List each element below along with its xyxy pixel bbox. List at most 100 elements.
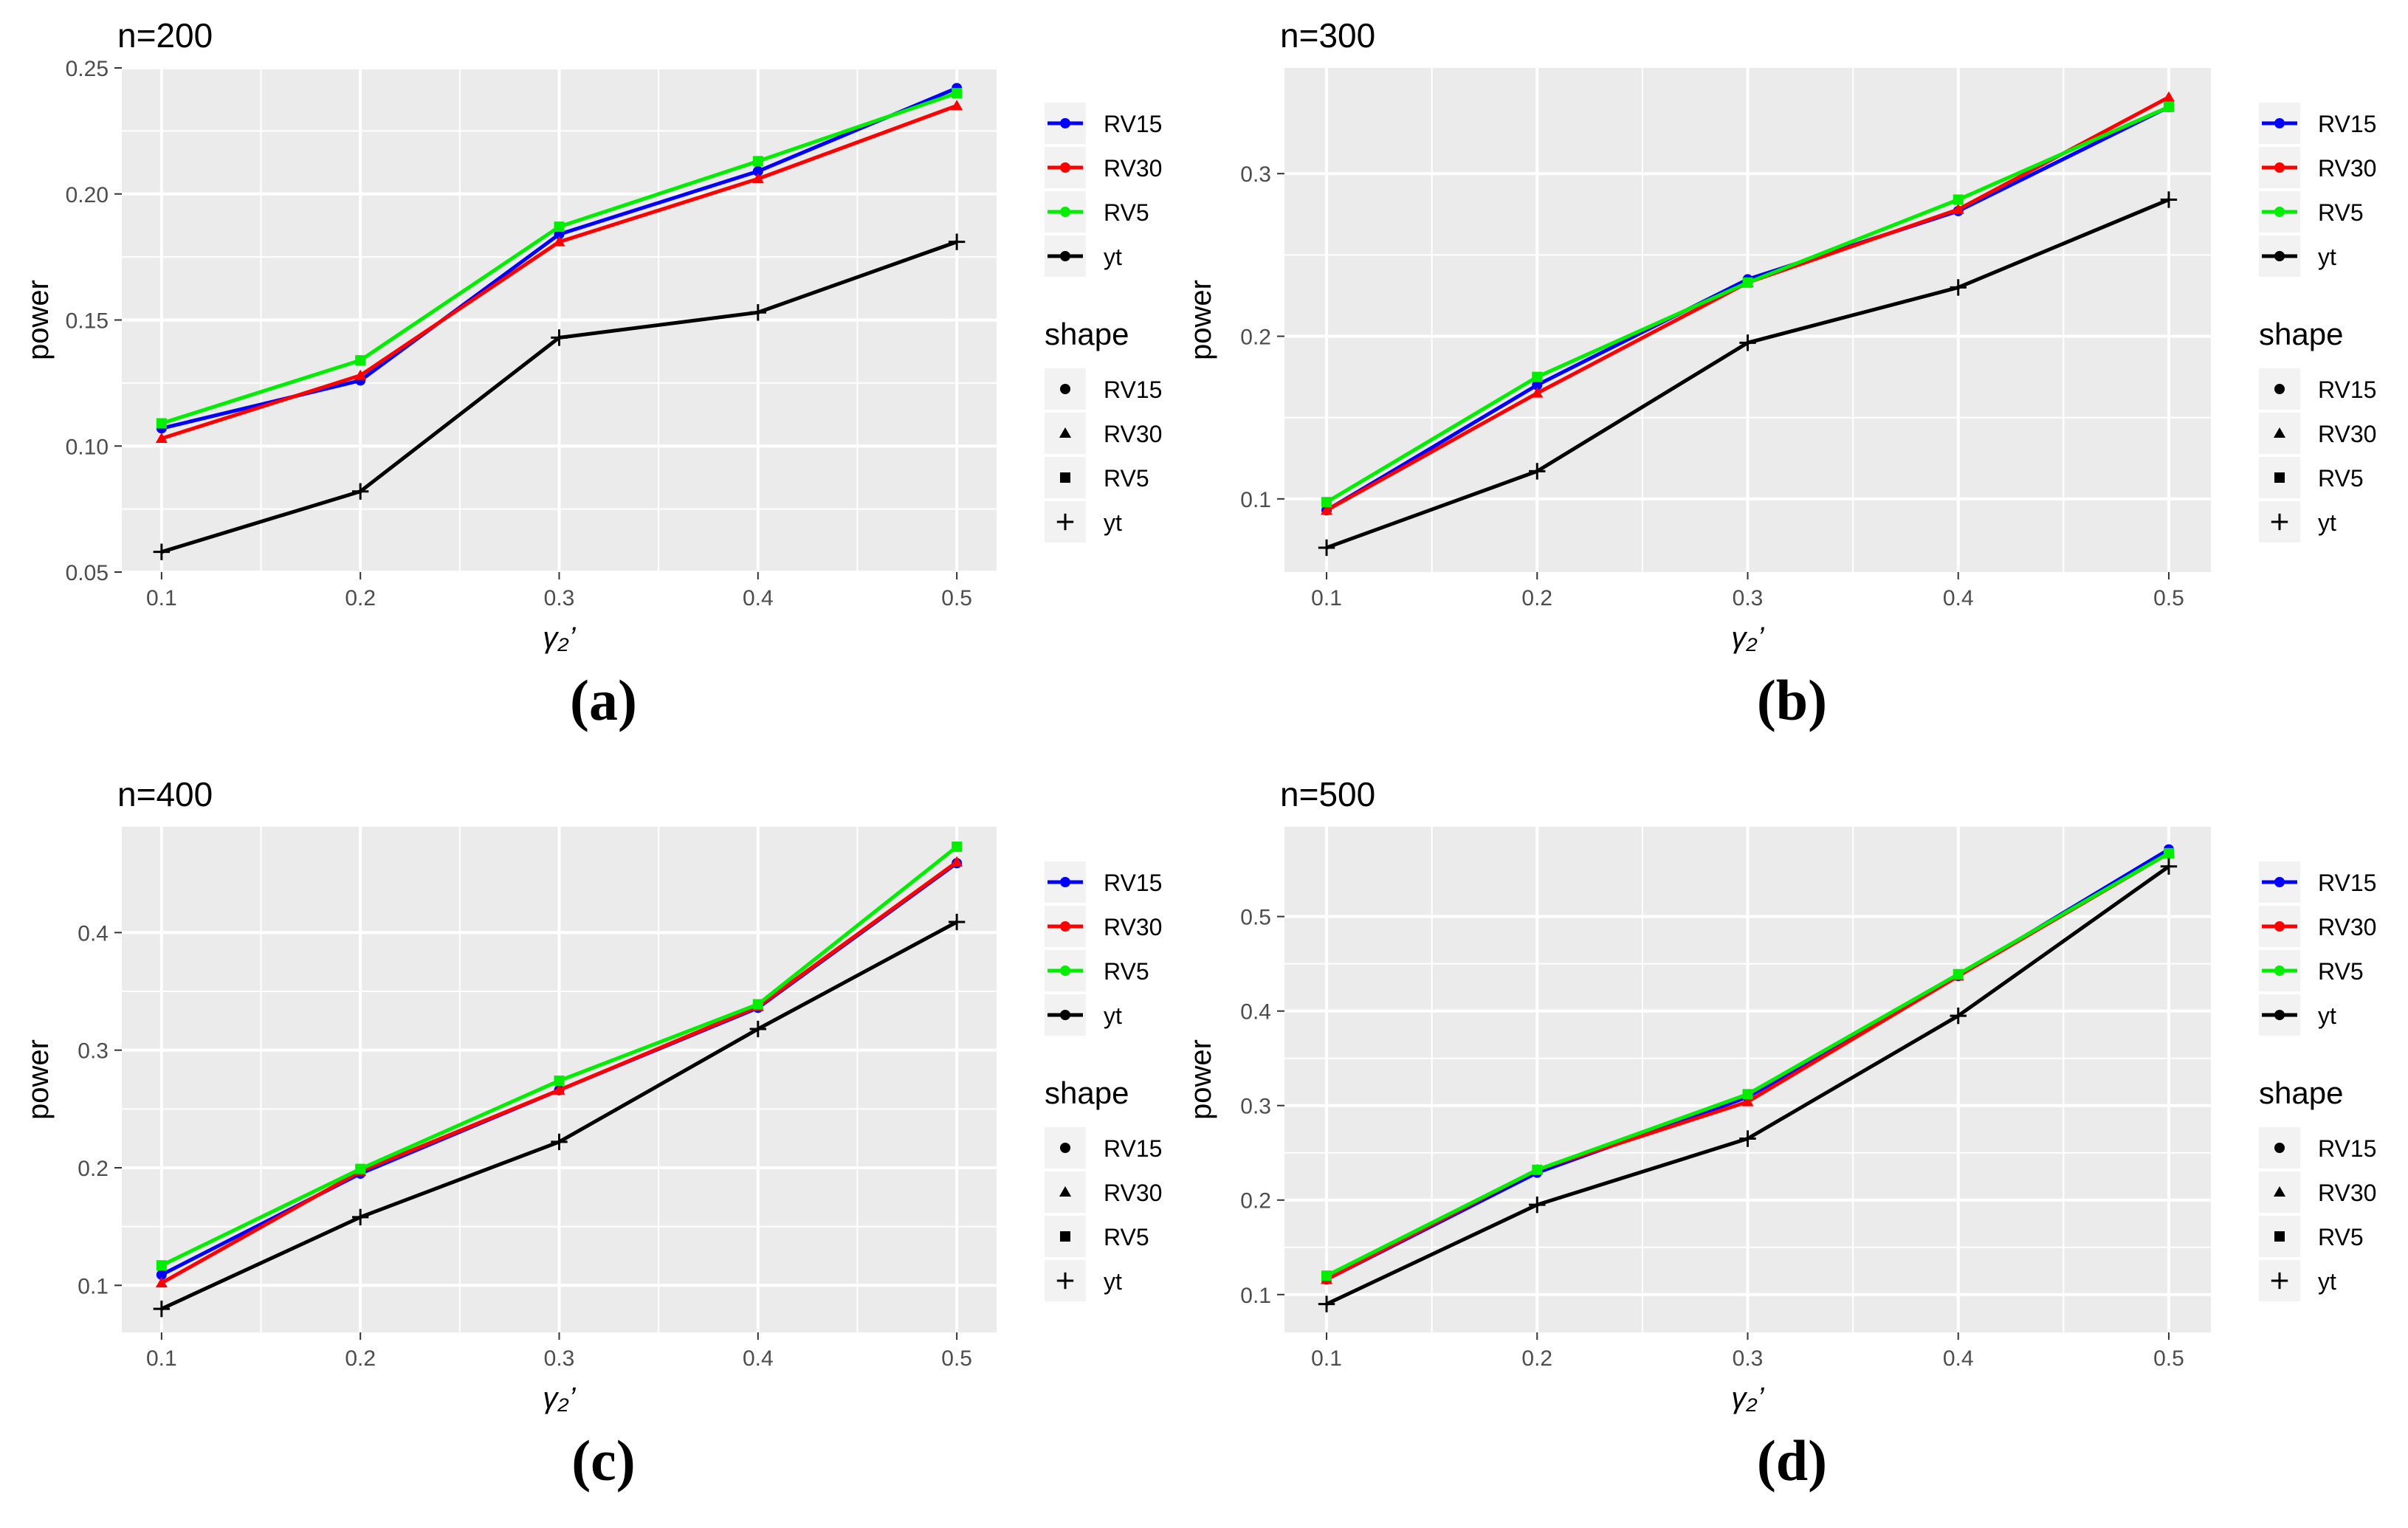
chart-title: n=400 xyxy=(117,775,213,813)
x-axis-label: γ₂’ xyxy=(543,622,576,654)
data-point-RV30 xyxy=(155,1277,168,1288)
shape-legend-label-RV30: RV30 xyxy=(1104,421,1162,447)
legend-key-point xyxy=(2274,877,2285,887)
legend-label-RV5: RV5 xyxy=(1104,199,1149,226)
legend-key-point xyxy=(2274,118,2285,128)
x-tick-label: 0.5 xyxy=(941,586,972,610)
legend-label-RV15: RV15 xyxy=(2318,111,2376,137)
data-point-yt xyxy=(948,233,966,250)
y-tick-label: 0.4 xyxy=(1240,1000,1271,1025)
data-point-RV5 xyxy=(355,355,366,366)
data-point-RV30 xyxy=(1952,203,1964,214)
y-tick-label: 0.4 xyxy=(78,921,109,946)
chart-title: n=200 xyxy=(117,16,213,55)
x-tick-label: 0.1 xyxy=(1311,1346,1342,1371)
x-tick-label: 0.3 xyxy=(1733,1346,1764,1371)
y-tick-label: 0.20 xyxy=(66,183,109,207)
x-axis-label: γ₂’ xyxy=(1731,1382,1764,1414)
x-tick-label: 0.3 xyxy=(544,586,575,610)
shape-legend-key-RV5 xyxy=(1060,1231,1070,1242)
data-point-yt xyxy=(749,304,767,321)
shape-legend-label-RV5: RV5 xyxy=(1104,465,1149,492)
data-point-RV30 xyxy=(751,173,764,184)
shape-legend-key-RV5 xyxy=(2274,472,2285,483)
data-point-RV5 xyxy=(1532,371,1543,382)
shape-legend-title: shape xyxy=(1045,1076,1129,1110)
data-point-yt xyxy=(351,483,369,500)
data-point-yt xyxy=(2160,191,2178,208)
legend-label-yt: yt xyxy=(2318,1002,2336,1029)
x-tick-label: 0.5 xyxy=(941,1346,972,1371)
data-point-RV5 xyxy=(1953,968,1964,980)
data-point-yt xyxy=(749,1020,767,1038)
y-tick-label: 0.2 xyxy=(1240,326,1271,350)
shape-legend-key-RV15 xyxy=(1060,384,1070,394)
shape-legend-title: shape xyxy=(2259,317,2343,351)
legend-label-RV30: RV30 xyxy=(1104,155,1162,182)
y-tick-label: 0.1 xyxy=(1240,488,1271,512)
y-tick-label: 0.2 xyxy=(1240,1189,1271,1214)
shape-legend-label-RV5: RV5 xyxy=(2318,1224,2364,1250)
data-point-yt xyxy=(1529,1196,1546,1214)
x-tick-label: 0.5 xyxy=(2153,1346,2184,1371)
y-axis-label: power xyxy=(1185,1039,1217,1120)
x-tick-label: 0.2 xyxy=(345,586,376,610)
shape-legend-label-yt: yt xyxy=(1104,1268,1122,1295)
data-point-yt xyxy=(1950,1007,1967,1025)
data-point-RV30 xyxy=(1741,1095,1754,1107)
x-tick-label: 0.2 xyxy=(345,1346,376,1371)
data-point-RV5 xyxy=(1953,194,1964,205)
y-axis-label: power xyxy=(1185,280,1217,360)
shape-legend-label-RV30: RV30 xyxy=(1104,1180,1162,1206)
data-point-RV5 xyxy=(1321,497,1332,508)
y-tick-label: 0.5 xyxy=(1240,906,1271,930)
legend-label-yt: yt xyxy=(1104,1002,1122,1029)
legend-label-RV30: RV30 xyxy=(1104,914,1162,940)
data-point-RV5 xyxy=(355,1163,366,1174)
data-point-RV30 xyxy=(155,432,168,444)
legend-key-point xyxy=(2274,207,2285,217)
shape-legend-key-RV15 xyxy=(2274,1143,2285,1153)
shape-legend-key-yt xyxy=(1056,513,1074,531)
shape-legend-label-RV30: RV30 xyxy=(2318,421,2376,447)
data-point-RV5 xyxy=(554,1076,565,1087)
data-point-yt xyxy=(551,329,568,346)
x-tick-label: 0.1 xyxy=(146,1346,177,1371)
x-tick-label: 0.3 xyxy=(1733,586,1764,610)
legend-label-RV15: RV15 xyxy=(2318,870,2376,896)
shape-legend-label-RV5: RV5 xyxy=(2318,465,2364,492)
shape-legend-label-RV15: RV15 xyxy=(1104,1135,1162,1162)
shape-legend-key-yt xyxy=(2271,513,2288,531)
x-tick-label: 0.4 xyxy=(743,586,774,610)
shape-legend-key-RV15 xyxy=(2274,384,2285,394)
legend-label-yt: yt xyxy=(1104,244,1122,270)
x-tick-label: 0.4 xyxy=(1943,586,1974,610)
legend-key-point xyxy=(1060,877,1070,887)
data-point-RV5 xyxy=(952,842,963,853)
legend-label-RV30: RV30 xyxy=(2318,155,2376,182)
y-tick-label: 0.2 xyxy=(78,1157,109,1181)
legend-key-point xyxy=(2274,162,2285,173)
legend-key-point xyxy=(1060,207,1070,217)
x-axis-label: γ₂’ xyxy=(1731,622,1764,654)
legend-key-point xyxy=(1060,251,1070,261)
data-point-RV5 xyxy=(554,221,565,233)
data-point-RV30 xyxy=(951,856,963,867)
data-point-RV5 xyxy=(1742,277,1753,288)
shape-legend-key-yt xyxy=(1056,1272,1074,1290)
legend-key-point xyxy=(2274,921,2285,932)
x-tick-label: 0.1 xyxy=(1311,586,1342,610)
x-tick-label: 0.4 xyxy=(1943,1346,1974,1371)
data-point-RV30 xyxy=(1320,504,1333,515)
data-point-RV5 xyxy=(752,999,763,1010)
x-tick-label: 0.5 xyxy=(2153,586,2184,610)
panel-1: 0.1 0.2 0.3 0.4 0.5 0.1 0.2 0.3 n=300 γ₂’ power (b)… xyxy=(1185,16,2376,732)
shape-legend-label-yt: yt xyxy=(1104,509,1122,536)
y-tick-label: 0.3 xyxy=(78,1039,109,1064)
legend-label-RV30: RV30 xyxy=(2318,914,2376,940)
shape-legend-title: shape xyxy=(1045,317,1129,351)
data-point-RV30 xyxy=(1531,387,1544,398)
data-point-yt xyxy=(1318,1295,1335,1312)
shape-legend-label-yt: yt xyxy=(2318,1268,2336,1295)
shape-legend-key-RV30 xyxy=(2273,1185,2286,1197)
